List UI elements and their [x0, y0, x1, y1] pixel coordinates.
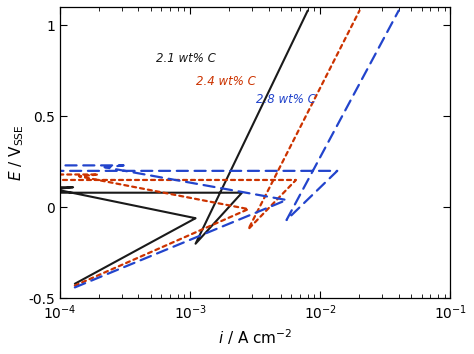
- Text: 2.8 wt% C: 2.8 wt% C: [256, 93, 316, 107]
- Text: 2.1 wt% C: 2.1 wt% C: [156, 52, 216, 64]
- X-axis label: $i$ / A cm$^{-2}$: $i$ / A cm$^{-2}$: [218, 327, 292, 347]
- Text: 2.4 wt% C: 2.4 wt% C: [196, 75, 255, 88]
- Y-axis label: $E$ / V$_{\mathrm{SSE}}$: $E$ / V$_{\mathrm{SSE}}$: [7, 124, 26, 181]
